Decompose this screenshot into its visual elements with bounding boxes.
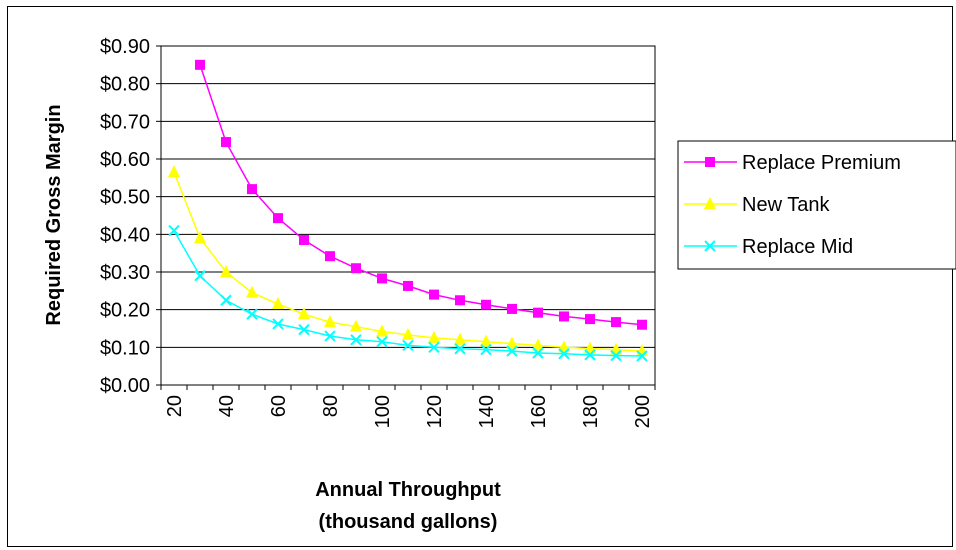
legend-marker (704, 197, 716, 209)
data-point (428, 330, 440, 343)
data-point (273, 213, 283, 224)
x-axis-title-line1: Annual Throughput (315, 479, 501, 501)
data-point (533, 307, 543, 318)
data-point (194, 270, 206, 282)
data-point (428, 341, 440, 354)
x-tick-label: 80 (320, 395, 342, 417)
data-point (480, 334, 492, 347)
series-replace-mid (168, 224, 648, 362)
y-tick-label: $0.00 (100, 375, 150, 397)
x-tick-label: 20 (164, 395, 186, 417)
data-point (480, 343, 492, 356)
data-point (506, 336, 518, 349)
data-point (377, 273, 387, 284)
legend-marker (705, 157, 715, 167)
data-point (454, 332, 466, 345)
data-point (559, 311, 569, 322)
y-tick-label: $0.80 (100, 74, 150, 96)
data-point (636, 350, 648, 362)
y-tick-label: $0.60 (100, 149, 150, 171)
x-tick-label: 200 (632, 395, 654, 428)
data-point (168, 165, 180, 178)
data-point (350, 319, 362, 332)
data-point (481, 299, 491, 310)
data-point (194, 231, 206, 244)
y-axis-ticks: $0.00 $0.10 $0.20 $0.30 $0.40 $0.50 $0.60 $0.70… (100, 36, 161, 397)
data-point (532, 347, 544, 359)
data-point (558, 348, 570, 360)
y-tick-label: $0.50 (100, 187, 150, 209)
y-axis-title: Required Gross Margin (43, 104, 65, 325)
data-point (351, 263, 361, 274)
x-tick-label: 100 (372, 395, 394, 428)
legend-label: New Tank (742, 194, 830, 216)
x-axis-ticks: 20 40 60 80 100 120 140 160 180 200 (160, 385, 656, 428)
data-point (350, 334, 362, 346)
series-group (168, 59, 648, 362)
data-point (611, 317, 621, 328)
data-point (429, 289, 439, 300)
legend-label: Replace Premium (742, 152, 901, 174)
data-point (221, 137, 231, 148)
data-point (220, 265, 232, 277)
x-tick-label: 140 (476, 395, 498, 428)
data-point (584, 349, 596, 361)
y-tick-label: $0.90 (100, 36, 150, 58)
data-point (220, 294, 232, 306)
data-point (195, 59, 205, 70)
data-point (324, 330, 336, 342)
data-point (247, 184, 257, 195)
data-point (324, 315, 336, 328)
data-point (585, 314, 595, 325)
y-tick-label: $0.70 (100, 111, 150, 133)
data-point (272, 297, 284, 310)
data-point (455, 295, 465, 306)
y-tick-label: $0.30 (100, 262, 150, 284)
legend: Replace Premium New Tank Replace Mid (677, 140, 956, 270)
y-tick-label: $0.20 (100, 300, 150, 322)
x-tick-label: 180 (580, 395, 602, 428)
data-point (507, 303, 517, 314)
data-point (298, 323, 310, 336)
data-point (299, 234, 309, 245)
data-point (376, 335, 388, 348)
legend-marker (704, 240, 716, 252)
data-point (610, 349, 622, 362)
series-replace-premium (195, 59, 647, 330)
data-point (325, 251, 335, 262)
data-point (506, 345, 518, 357)
data-point (168, 224, 180, 237)
legend-label: Replace Mid (742, 236, 853, 258)
data-point (532, 338, 544, 351)
x-tick-label: 60 (268, 395, 290, 417)
data-point (246, 308, 258, 320)
x-tick-label: 120 (424, 395, 446, 428)
data-point (376, 324, 388, 337)
x-tick-label: 40 (216, 395, 238, 417)
data-point (298, 307, 310, 320)
data-point (402, 327, 414, 340)
x-axis-title-line2: (thousand gallons) (319, 511, 498, 533)
y-tick-label: $0.40 (100, 224, 150, 246)
data-point (403, 280, 413, 291)
data-point (454, 343, 466, 355)
y-tick-label: $0.10 (100, 337, 150, 359)
data-point (246, 285, 258, 298)
data-point (637, 319, 647, 330)
data-point (272, 318, 284, 330)
x-tick-label: 160 (528, 395, 550, 428)
data-point (402, 339, 414, 352)
